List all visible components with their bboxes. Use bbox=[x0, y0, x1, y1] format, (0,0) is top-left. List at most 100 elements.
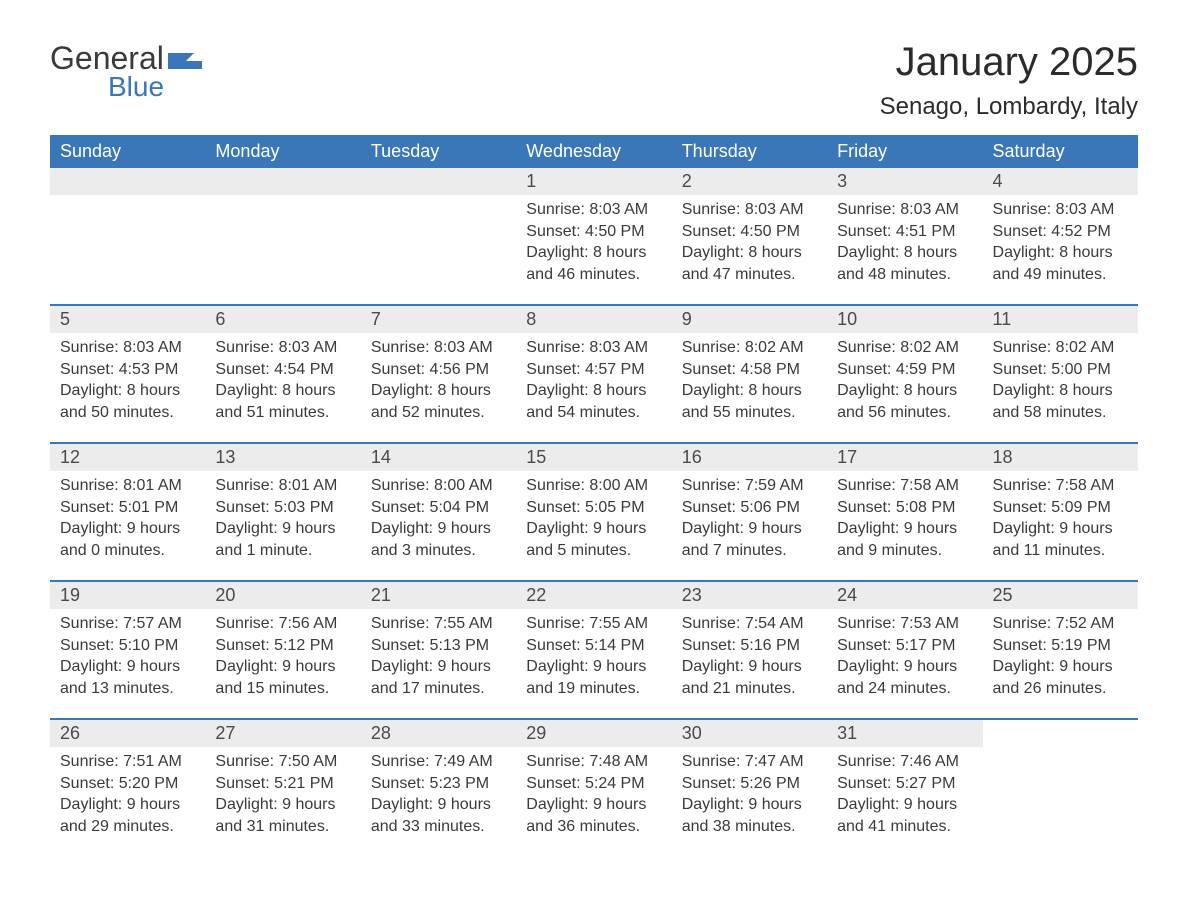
sunset-line: Sunset: 4:57 PM bbox=[526, 359, 661, 381]
sunrise-line: Sunrise: 7:46 AM bbox=[837, 751, 972, 773]
day-data-cell: Sunrise: 7:58 AMSunset: 5:08 PMDaylight:… bbox=[827, 471, 982, 581]
day-data-cell: Sunrise: 8:03 AMSunset: 4:56 PMDaylight:… bbox=[361, 333, 516, 443]
day-number-cell: 2 bbox=[672, 168, 827, 195]
day-data-cell: Sunrise: 7:53 AMSunset: 5:17 PMDaylight:… bbox=[827, 609, 982, 719]
day-data-cell: Sunrise: 7:50 AMSunset: 5:21 PMDaylight:… bbox=[205, 747, 360, 857]
day-data-cell: Sunrise: 8:03 AMSunset: 4:53 PMDaylight:… bbox=[50, 333, 205, 443]
day-number-cell: 28 bbox=[361, 719, 516, 747]
daylight-line: Daylight: 9 hours and 21 minutes. bbox=[682, 656, 817, 699]
daylight-line: Daylight: 8 hours and 48 minutes. bbox=[837, 242, 972, 285]
location-subtitle: Senago, Lombardy, Italy bbox=[880, 93, 1138, 121]
day-data-cell: Sunrise: 8:00 AMSunset: 5:05 PMDaylight:… bbox=[516, 471, 671, 581]
sunset-line: Sunset: 5:00 PM bbox=[993, 359, 1128, 381]
sunrise-line: Sunrise: 7:58 AM bbox=[993, 475, 1128, 497]
daylight-line: Daylight: 9 hours and 17 minutes. bbox=[371, 656, 506, 699]
sunset-line: Sunset: 5:20 PM bbox=[60, 773, 195, 795]
sunrise-line: Sunrise: 7:52 AM bbox=[993, 613, 1128, 635]
daylight-line: Daylight: 9 hours and 31 minutes. bbox=[215, 794, 350, 837]
sunset-line: Sunset: 4:59 PM bbox=[837, 359, 972, 381]
sunrise-line: Sunrise: 7:57 AM bbox=[60, 613, 195, 635]
sunrise-line: Sunrise: 8:03 AM bbox=[60, 337, 195, 359]
sunset-line: Sunset: 4:50 PM bbox=[526, 221, 661, 243]
weekday-header: Friday bbox=[827, 135, 982, 168]
day-number-cell: 31 bbox=[827, 719, 982, 747]
weekday-header: Monday bbox=[205, 135, 360, 168]
daylight-line: Daylight: 9 hours and 26 minutes. bbox=[993, 656, 1128, 699]
day-data-cell: Sunrise: 7:59 AMSunset: 5:06 PMDaylight:… bbox=[672, 471, 827, 581]
day-number-cell: 27 bbox=[205, 719, 360, 747]
sunset-line: Sunset: 4:51 PM bbox=[837, 221, 972, 243]
day-data-cell: Sunrise: 8:00 AMSunset: 5:04 PMDaylight:… bbox=[361, 471, 516, 581]
day-data-cell bbox=[983, 747, 1138, 857]
day-data-row: Sunrise: 8:03 AMSunset: 4:50 PMDaylight:… bbox=[50, 195, 1138, 305]
sunrise-line: Sunrise: 7:53 AM bbox=[837, 613, 972, 635]
sunset-line: Sunset: 5:21 PM bbox=[215, 773, 350, 795]
day-number-cell: 7 bbox=[361, 305, 516, 333]
sunrise-line: Sunrise: 8:02 AM bbox=[993, 337, 1128, 359]
sunrise-line: Sunrise: 8:02 AM bbox=[682, 337, 817, 359]
day-number-cell: 3 bbox=[827, 168, 982, 195]
sunrise-line: Sunrise: 7:49 AM bbox=[371, 751, 506, 773]
day-data-cell: Sunrise: 7:56 AMSunset: 5:12 PMDaylight:… bbox=[205, 609, 360, 719]
sunrise-line: Sunrise: 8:03 AM bbox=[526, 337, 661, 359]
day-number-cell bbox=[983, 719, 1138, 747]
sunrise-line: Sunrise: 7:55 AM bbox=[526, 613, 661, 635]
day-number-cell: 21 bbox=[361, 581, 516, 609]
sunset-line: Sunset: 5:05 PM bbox=[526, 497, 661, 519]
daylight-line: Daylight: 9 hours and 13 minutes. bbox=[60, 656, 195, 699]
day-data-cell: Sunrise: 7:55 AMSunset: 5:14 PMDaylight:… bbox=[516, 609, 671, 719]
daylight-line: Daylight: 9 hours and 3 minutes. bbox=[371, 518, 506, 561]
daylight-line: Daylight: 8 hours and 52 minutes. bbox=[371, 380, 506, 423]
header: General Blue January 2025 Senago, Lombar… bbox=[50, 40, 1138, 121]
sunrise-line: Sunrise: 8:03 AM bbox=[371, 337, 506, 359]
sunrise-line: Sunrise: 7:51 AM bbox=[60, 751, 195, 773]
sunset-line: Sunset: 5:03 PM bbox=[215, 497, 350, 519]
daylight-line: Daylight: 9 hours and 29 minutes. bbox=[60, 794, 195, 837]
day-data-cell: Sunrise: 7:57 AMSunset: 5:10 PMDaylight:… bbox=[50, 609, 205, 719]
day-data-cell: Sunrise: 8:03 AMSunset: 4:50 PMDaylight:… bbox=[516, 195, 671, 305]
daylight-line: Daylight: 8 hours and 54 minutes. bbox=[526, 380, 661, 423]
sunset-line: Sunset: 4:50 PM bbox=[682, 221, 817, 243]
day-number-cell: 18 bbox=[983, 443, 1138, 471]
daylight-line: Daylight: 9 hours and 11 minutes. bbox=[993, 518, 1128, 561]
day-data-cell: Sunrise: 7:49 AMSunset: 5:23 PMDaylight:… bbox=[361, 747, 516, 857]
sunset-line: Sunset: 4:56 PM bbox=[371, 359, 506, 381]
daylight-line: Daylight: 9 hours and 9 minutes. bbox=[837, 518, 972, 561]
day-data-cell: Sunrise: 8:02 AMSunset: 4:58 PMDaylight:… bbox=[672, 333, 827, 443]
sunset-line: Sunset: 5:10 PM bbox=[60, 635, 195, 657]
daylight-line: Daylight: 8 hours and 49 minutes. bbox=[993, 242, 1128, 285]
sunset-line: Sunset: 5:08 PM bbox=[837, 497, 972, 519]
daylight-line: Daylight: 9 hours and 0 minutes. bbox=[60, 518, 195, 561]
sunset-line: Sunset: 5:23 PM bbox=[371, 773, 506, 795]
day-data-cell: Sunrise: 8:03 AMSunset: 4:54 PMDaylight:… bbox=[205, 333, 360, 443]
daylight-line: Daylight: 8 hours and 56 minutes. bbox=[837, 380, 972, 423]
day-data-cell: Sunrise: 7:51 AMSunset: 5:20 PMDaylight:… bbox=[50, 747, 205, 857]
daylight-line: Daylight: 8 hours and 46 minutes. bbox=[526, 242, 661, 285]
day-number-cell: 15 bbox=[516, 443, 671, 471]
sunrise-line: Sunrise: 8:00 AM bbox=[526, 475, 661, 497]
daylight-line: Daylight: 9 hours and 1 minute. bbox=[215, 518, 350, 561]
day-data-cell: Sunrise: 7:52 AMSunset: 5:19 PMDaylight:… bbox=[983, 609, 1138, 719]
sunset-line: Sunset: 5:24 PM bbox=[526, 773, 661, 795]
daylight-line: Daylight: 9 hours and 36 minutes. bbox=[526, 794, 661, 837]
title-block: January 2025 Senago, Lombardy, Italy bbox=[880, 40, 1138, 121]
day-number-cell: 11 bbox=[983, 305, 1138, 333]
sunset-line: Sunset: 4:52 PM bbox=[993, 221, 1128, 243]
sunrise-line: Sunrise: 7:54 AM bbox=[682, 613, 817, 635]
weekday-header: Tuesday bbox=[361, 135, 516, 168]
day-number-cell: 25 bbox=[983, 581, 1138, 609]
day-data-cell bbox=[361, 195, 516, 305]
daylight-line: Daylight: 9 hours and 19 minutes. bbox=[526, 656, 661, 699]
sunrise-line: Sunrise: 8:03 AM bbox=[526, 199, 661, 221]
day-number-row: 1234 bbox=[50, 168, 1138, 195]
sunset-line: Sunset: 5:13 PM bbox=[371, 635, 506, 657]
day-number-row: 567891011 bbox=[50, 305, 1138, 333]
sunrise-line: Sunrise: 7:48 AM bbox=[526, 751, 661, 773]
day-data-cell: Sunrise: 8:01 AMSunset: 5:01 PMDaylight:… bbox=[50, 471, 205, 581]
day-data-cell: Sunrise: 7:55 AMSunset: 5:13 PMDaylight:… bbox=[361, 609, 516, 719]
sunrise-line: Sunrise: 8:01 AM bbox=[60, 475, 195, 497]
daylight-line: Daylight: 9 hours and 7 minutes. bbox=[682, 518, 817, 561]
day-number-cell: 30 bbox=[672, 719, 827, 747]
sunset-line: Sunset: 5:19 PM bbox=[993, 635, 1128, 657]
sunrise-line: Sunrise: 8:00 AM bbox=[371, 475, 506, 497]
